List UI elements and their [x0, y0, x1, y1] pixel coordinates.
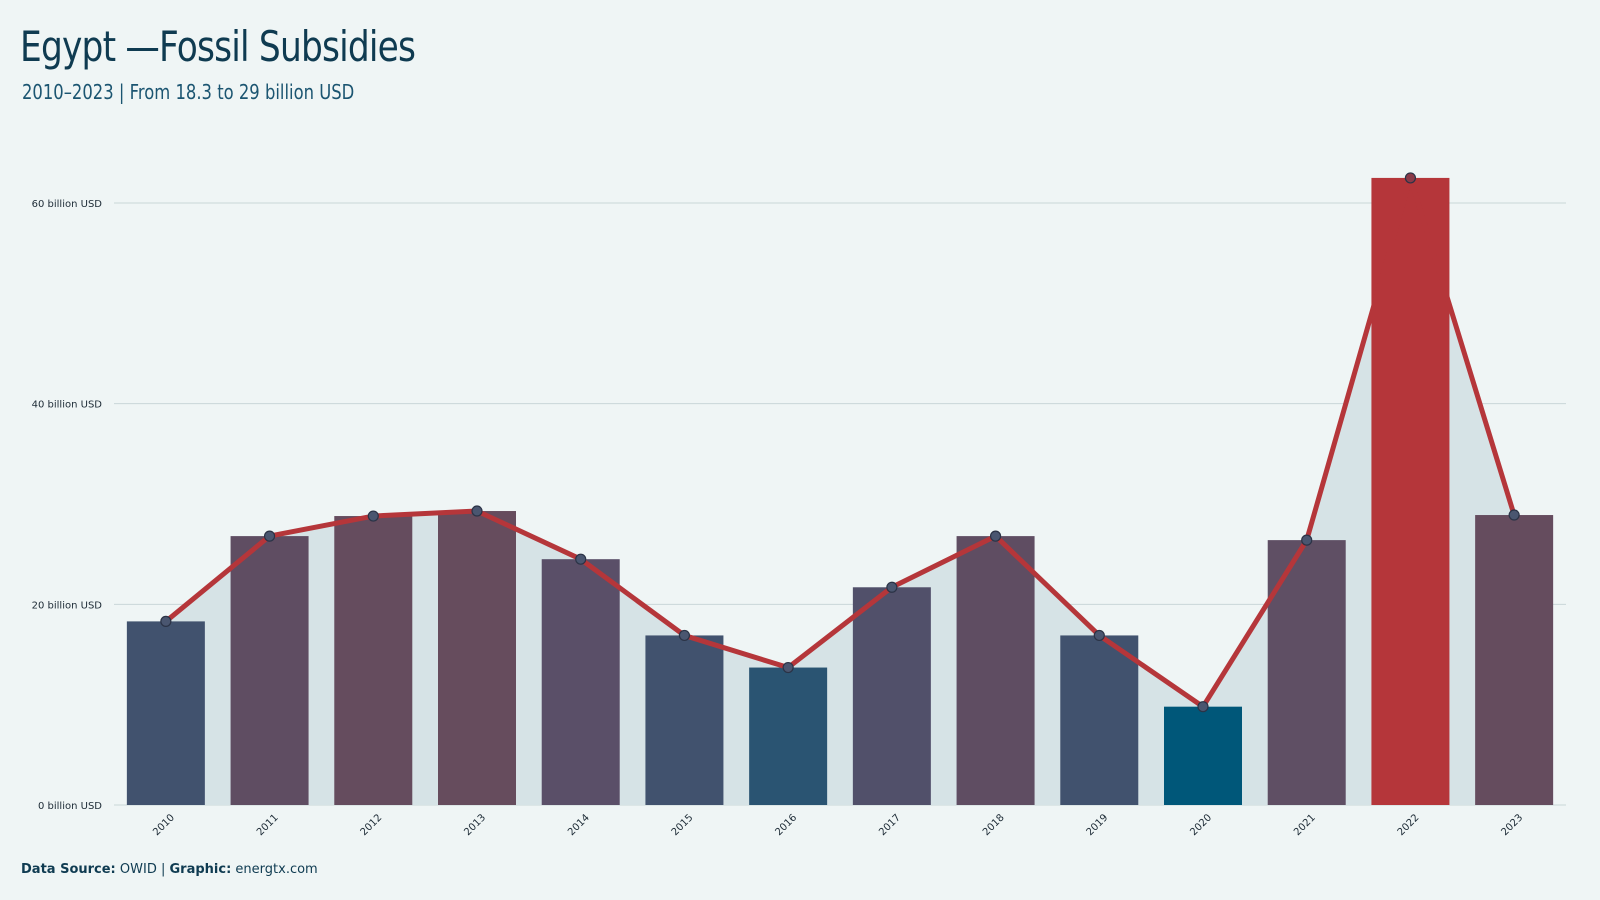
marker-2015	[678, 629, 691, 642]
x-tick-label: 2010	[151, 812, 177, 838]
chart-title: Egypt —Fossil Subsidies	[20, 22, 416, 71]
marker-2022	[1404, 172, 1417, 184]
bar-2010	[126, 621, 205, 805]
y-tick-label: 0 billion USD	[38, 801, 102, 812]
marker-2013	[471, 505, 483, 517]
marker-2012	[367, 510, 379, 522]
chart-subtitle: 2010–2023 | From 18.3 to 29 billion USD	[22, 80, 355, 104]
bar-2017	[852, 587, 931, 805]
x-tick-label: 2021	[1292, 812, 1318, 838]
x-tick-label: 2023	[1499, 812, 1525, 838]
graphic-label: Graphic:	[169, 862, 232, 877]
x-tick-label: 2020	[1188, 812, 1214, 838]
marker-2020	[1197, 701, 1209, 713]
series-line	[164, 175, 1517, 710]
source-value: OWID |	[119, 862, 166, 877]
marker-2014	[575, 553, 587, 565]
x-tick-label: 2019	[1085, 812, 1111, 838]
bar-2018	[956, 536, 1035, 805]
bar-2023	[1475, 515, 1554, 805]
bar-2014	[541, 559, 620, 805]
x-axis-labels: 2010 2011 2012 2013 2014 2015 2016 2017 2018 2019…	[151, 812, 1525, 838]
x-tick-label: 2017	[877, 812, 903, 838]
y-axis-ticks: 0 billion USD 20 billion USD 40 billion US…	[32, 199, 103, 812]
bar-2012	[334, 516, 413, 805]
x-tick-label: 2013	[462, 812, 488, 838]
x-tick-label: 2011	[255, 812, 281, 838]
bar-2020	[1164, 706, 1242, 805]
marker-2019	[1093, 629, 1105, 642]
marker-2010	[160, 615, 172, 627]
x-tick-label: 2016	[773, 812, 799, 838]
graphic-value: energtx.com	[235, 862, 318, 877]
bars	[126, 177, 1554, 805]
x-tick-label: 2018	[981, 812, 1007, 838]
marker-2016	[782, 661, 794, 674]
bar-2022	[1371, 177, 1450, 805]
x-tick-label: 2012	[359, 812, 385, 838]
y-tick-label: 20 billion USD	[32, 600, 103, 611]
marker-2018	[989, 530, 1002, 542]
y-tick-label: 60 billion USD	[32, 199, 103, 210]
bar-2016	[749, 667, 828, 805]
marker-2017	[886, 581, 898, 593]
x-tick-label: 2015	[670, 812, 696, 838]
footer: Data Source: OWID | Graphic: energtx.com	[21, 862, 318, 877]
x-tick-label: 2022	[1396, 812, 1422, 838]
bar-2011	[230, 536, 309, 805]
bar-2019	[1060, 635, 1139, 805]
bar-2013	[438, 511, 516, 805]
bar-2015	[645, 635, 724, 805]
x-tick-label: 2014	[566, 812, 592, 838]
marker-2023	[1508, 509, 1520, 521]
marker-2011	[263, 530, 276, 542]
marker-2021	[1301, 534, 1313, 546]
source-label: Data Source:	[21, 862, 116, 877]
y-tick-label: 40 billion USD	[32, 400, 103, 411]
line-markers	[160, 172, 1520, 713]
